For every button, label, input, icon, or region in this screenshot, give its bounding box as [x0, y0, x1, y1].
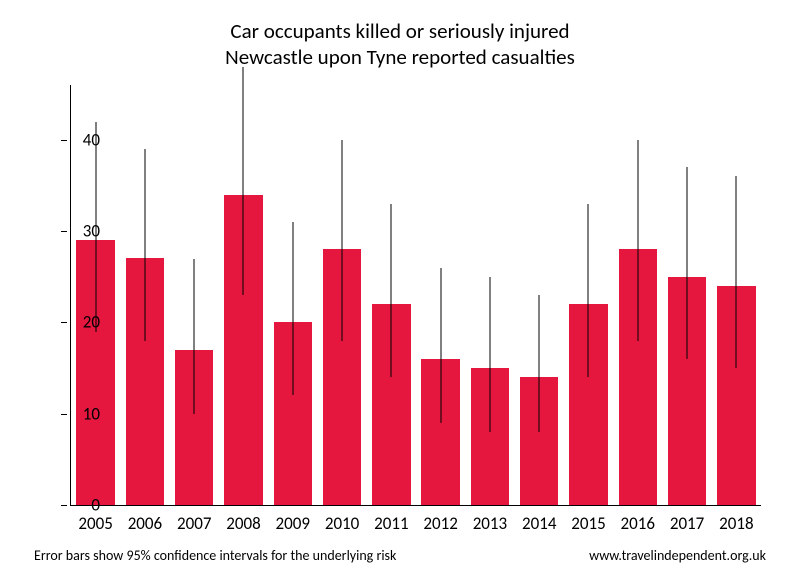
bar: [175, 350, 213, 505]
bar: [717, 286, 755, 505]
bar: [126, 258, 164, 505]
error-bar: [489, 277, 490, 432]
y-tick-label: 10: [60, 403, 100, 424]
y-tick-label: 20: [60, 312, 100, 333]
bar: [668, 277, 706, 505]
bar: [619, 249, 657, 505]
x-tick-label: 2018: [719, 513, 753, 534]
x-tick-label: 2009: [276, 513, 310, 534]
bar: [323, 249, 361, 505]
x-tick-label: 2011: [374, 513, 408, 534]
bar: [224, 195, 262, 505]
error-bar: [539, 295, 540, 432]
y-tick-label: 0: [60, 495, 100, 516]
footer-note: Error bars show 95% confidence intervals…: [34, 547, 396, 564]
error-bar: [144, 149, 145, 341]
error-bar: [736, 176, 737, 368]
y-tick-label: 30: [60, 221, 100, 242]
bar: [471, 368, 509, 505]
y-tick-label: 40: [60, 129, 100, 150]
chart-title-line1: Car occupants killed or seriously injure…: [0, 18, 800, 44]
error-bar: [391, 204, 392, 377]
bar: [372, 304, 410, 505]
chart-title: Car occupants killed or seriously injure…: [0, 18, 800, 71]
error-bar: [342, 140, 343, 341]
error-bar: [637, 140, 638, 341]
bar: [569, 304, 607, 505]
x-tick-label: 2013: [473, 513, 507, 534]
error-bar: [194, 259, 195, 414]
x-tick-label: 2014: [522, 513, 556, 534]
chart-title-line2: Newcastle upon Tyne reported casualties: [0, 44, 800, 70]
plot-area: 2005200620072008200920102011201220132014…: [70, 85, 761, 506]
bar: [274, 322, 312, 505]
chart-footer: Error bars show 95% confidence intervals…: [34, 547, 766, 564]
error-bar: [687, 167, 688, 359]
x-tick-label: 2015: [571, 513, 605, 534]
footer-url: www.travelindependent.org.uk: [589, 547, 766, 564]
x-tick-label: 2008: [226, 513, 260, 534]
error-bar: [292, 222, 293, 395]
bar: [520, 377, 558, 505]
chart-container: Car occupants killed or seriously injure…: [0, 0, 800, 580]
x-tick-label: 2016: [621, 513, 655, 534]
x-tick-label: 2005: [78, 513, 112, 534]
x-tick-label: 2012: [423, 513, 457, 534]
x-tick-label: 2006: [128, 513, 162, 534]
error-bar: [588, 204, 589, 377]
error-bar: [440, 268, 441, 423]
bar: [76, 240, 114, 505]
bar: [421, 359, 459, 505]
x-tick-label: 2007: [177, 513, 211, 534]
x-tick-label: 2010: [325, 513, 359, 534]
error-bar: [243, 67, 244, 295]
x-tick-label: 2017: [670, 513, 704, 534]
